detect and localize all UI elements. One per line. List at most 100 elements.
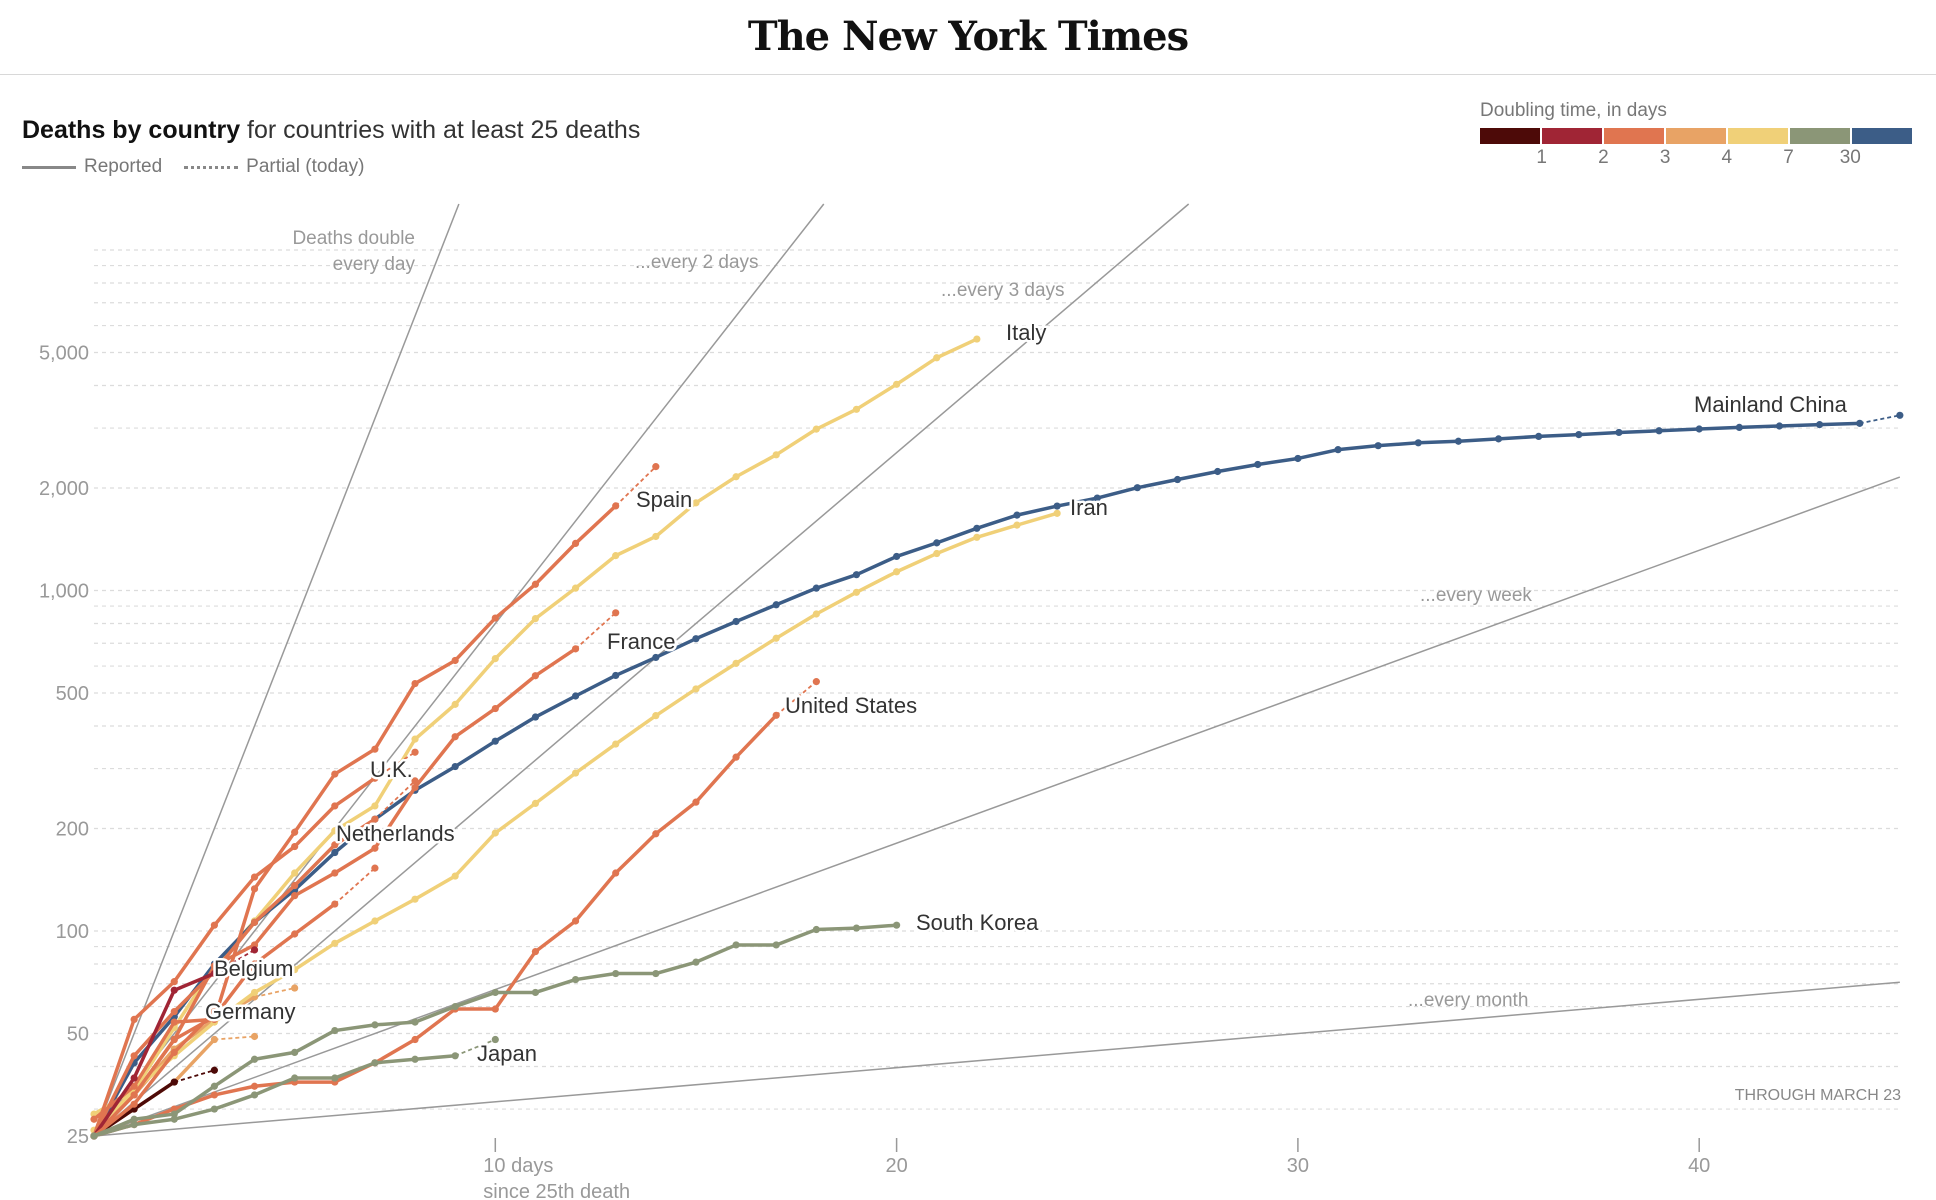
data-point — [893, 552, 901, 561]
data-point — [1695, 425, 1703, 433]
data-point — [291, 892, 299, 900]
data-point — [571, 769, 580, 777]
y-tick-label: 1,000 — [39, 581, 89, 603]
data-point — [1735, 423, 1743, 432]
data-point — [732, 473, 740, 481]
data-point — [1053, 502, 1061, 510]
data-point — [331, 1074, 339, 1082]
y-tick-label: 5,000 — [39, 343, 89, 365]
data-point — [973, 524, 981, 532]
data-point — [210, 1091, 218, 1099]
reference-line-label: every day — [333, 254, 416, 275]
data-point — [933, 539, 941, 547]
data-point — [411, 735, 419, 743]
data-point — [1454, 437, 1463, 445]
reference-line-label: ...every week — [1420, 585, 1532, 606]
data-point — [772, 451, 780, 459]
data-point — [331, 827, 339, 835]
data-point — [250, 1091, 259, 1099]
legend-tick: 1 — [1536, 147, 1547, 168]
data-point — [732, 941, 740, 949]
legend-color-bar — [1480, 128, 1912, 144]
data-point — [1775, 422, 1784, 430]
data-point — [491, 988, 499, 997]
partial-line — [334, 867, 376, 905]
data-point — [531, 580, 540, 588]
data-point — [331, 1026, 339, 1035]
data-point — [210, 1035, 218, 1044]
partial-data-point — [250, 1032, 259, 1041]
data-point — [170, 1018, 178, 1026]
data-point — [531, 614, 540, 623]
y-tick-label: 100 — [56, 921, 89, 943]
partial-line-swatch — [184, 165, 239, 169]
data-point — [291, 881, 299, 890]
data-point — [170, 1048, 178, 1057]
through-date-note: THROUGH MARCH 23 — [1735, 1087, 1901, 1104]
data-point — [170, 1035, 178, 1044]
data-point — [772, 601, 780, 609]
country-label: South Korea — [916, 910, 1039, 935]
data-point — [170, 1110, 178, 1118]
data-point — [130, 1052, 138, 1060]
data-point — [210, 1082, 218, 1090]
data-point — [291, 966, 299, 974]
partial-line — [454, 1038, 496, 1057]
partial-line — [374, 751, 416, 779]
country-label: United States — [785, 693, 917, 718]
data-point — [210, 1105, 218, 1113]
data-point — [1655, 427, 1663, 435]
data-point — [371, 1021, 379, 1029]
data-point — [411, 783, 419, 792]
data-point — [210, 1015, 218, 1024]
data-point — [250, 1055, 259, 1063]
data-point — [1615, 428, 1623, 437]
data-point — [531, 947, 540, 956]
data-point — [772, 941, 780, 949]
partial-line — [213, 949, 255, 975]
country-label: Italy — [1006, 320, 1046, 345]
data-point — [612, 869, 620, 877]
nyt-logo[interactable]: The New York Times — [747, 13, 1189, 60]
data-point — [90, 1115, 98, 1123]
data-point — [652, 712, 660, 720]
data-point — [411, 679, 419, 688]
data-point — [812, 610, 820, 618]
country-label: U.K. — [370, 757, 413, 782]
data-point — [291, 1048, 299, 1057]
data-point — [732, 617, 740, 626]
partial-data-point — [250, 946, 259, 954]
data-point — [571, 539, 580, 548]
data-point — [491, 614, 499, 622]
data-point — [571, 975, 580, 984]
legend-ticks: 1 2 3 4 7 30 — [1480, 144, 1912, 170]
partial-data-point — [1896, 411, 1904, 419]
data-point — [411, 1055, 419, 1063]
series-line — [92, 776, 376, 1137]
data-point — [250, 1082, 259, 1090]
data-point — [973, 335, 981, 343]
data-point — [411, 1035, 419, 1044]
data-point — [1535, 432, 1543, 441]
x-tick-label: 40 — [1688, 1155, 1710, 1177]
data-point — [250, 918, 259, 926]
data-point — [893, 921, 901, 929]
data-point — [1173, 475, 1182, 484]
data-point — [1093, 494, 1101, 502]
data-point — [331, 848, 339, 857]
legend-tick: 2 — [1598, 147, 1609, 168]
x-tick-label: 30 — [1287, 1155, 1309, 1177]
data-point — [1374, 442, 1382, 450]
data-point — [250, 941, 259, 949]
data-point — [812, 425, 820, 433]
legend-swatch — [1728, 128, 1788, 144]
reported-line-swatch — [22, 165, 76, 169]
data-point — [692, 958, 700, 966]
data-point — [1254, 460, 1262, 469]
partial-data-point — [411, 748, 419, 756]
legend-tick: 30 — [1839, 147, 1861, 168]
x-tick-label: 20 — [885, 1155, 907, 1177]
reference-line-label: Deaths double — [292, 228, 415, 249]
data-point — [852, 405, 861, 413]
